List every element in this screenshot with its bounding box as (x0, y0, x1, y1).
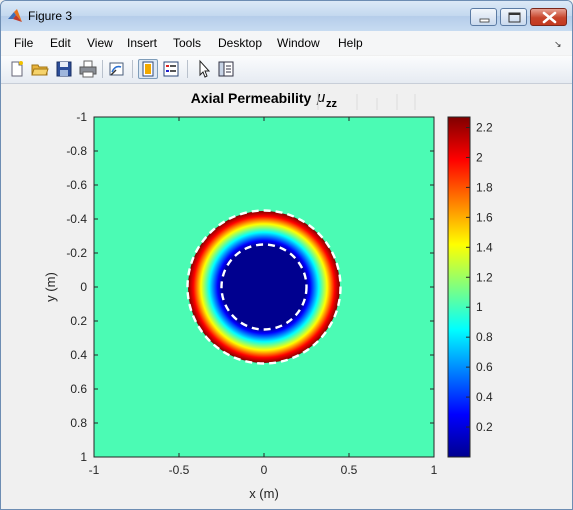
property-editor-button[interactable] (216, 59, 236, 79)
y-tick-label: 1 (80, 450, 87, 464)
print-icon (79, 60, 97, 78)
colorbar-tick-label: 1.6 (476, 210, 493, 224)
insert-colorbar-button[interactable] (138, 59, 158, 79)
colorbar-tick-label: 0.2 (476, 420, 493, 434)
colorbar-tick-label: 2.2 (476, 120, 493, 134)
minimize-button[interactable] (470, 8, 497, 26)
save-icon (56, 61, 72, 77)
y-tick-label: 0.8 (70, 416, 87, 430)
link-plot-button[interactable] (107, 59, 127, 79)
y-tick-label: 0.2 (70, 314, 87, 328)
colorbar-tick-label: 1 (476, 300, 483, 314)
y-tick-label: -0.4 (66, 212, 87, 226)
menu-window[interactable]: Window (277, 36, 320, 50)
property-editor-icon (218, 61, 234, 77)
insert-colorbar-icon (142, 61, 154, 77)
menu-insert[interactable]: Insert (127, 36, 158, 50)
dock-arrow-icon[interactable]: ↘ (554, 39, 562, 49)
y-tick-label: 0.4 (70, 348, 87, 362)
inner-core (222, 245, 306, 329)
title-artifacts (317, 92, 416, 110)
new-figure-icon (11, 61, 23, 77)
colorbar-tick-label: 2 (476, 150, 483, 164)
insert-legend-button[interactable] (161, 59, 181, 79)
open-file-icon (31, 64, 49, 76)
link-plot-icon (109, 62, 124, 76)
figure-toolbar (1, 56, 572, 84)
x-tick-label: -0.5 (169, 463, 190, 477)
plot-title: Axial Permeability (191, 90, 312, 106)
x-tick-label: 0 (261, 463, 268, 477)
x-tick-label: 0.5 (341, 463, 358, 477)
y-tick-label: 0.6 (70, 382, 87, 396)
colorbar-tick-label: 0.8 (476, 330, 493, 344)
save-button[interactable] (54, 59, 74, 79)
open-file-button[interactable] (30, 59, 50, 79)
maximize-button[interactable] (500, 8, 527, 26)
colorbar (447, 116, 471, 458)
figure-canvas: -1 -0.5 0 0.5 1 -1 -0.8 -0.6 -0.4 -0.2 0 0.2 0.4 0.6… (1, 84, 572, 509)
close-button[interactable] (530, 8, 567, 26)
print-button[interactable] (78, 59, 98, 79)
close-icon (542, 11, 557, 24)
colorbar-tick-label: 1.8 (476, 180, 493, 194)
y-tick-label: -0.8 (66, 144, 87, 158)
window-title: Figure 3 (28, 9, 73, 23)
y-tick-label: 0 (80, 280, 87, 294)
menu-bar: File Edit View Insert Tools Desktop Wind… (1, 31, 572, 55)
pointer-icon (199, 59, 211, 78)
menu-help[interactable]: Help (338, 36, 363, 50)
x-tick-label: 1 (431, 463, 438, 477)
outer-boundary (186, 209, 342, 365)
y-tick-label: -1 (76, 110, 87, 124)
y-axis-label: y (m) (43, 272, 58, 302)
plot-canvas: -1 -0.5 0 0.5 1 -1 -0.8 -0.6 -0.4 -0.2 0 0.2 0.4 0.6… (43, 89, 493, 501)
toolbar-separator (187, 60, 188, 78)
x-tick-label: -1 (89, 463, 100, 477)
edit-plot-button[interactable] (194, 59, 214, 79)
x-axis-label: x (m) (249, 486, 279, 501)
insert-legend-icon (163, 61, 179, 77)
colorbar-tick-label: 0.4 (476, 390, 493, 404)
colorbar-axis: 2.2 2 1.8 1.6 1.4 1.2 1 0.8 0.6 0.4 0.2 (466, 120, 493, 434)
menu-file[interactable]: File (14, 36, 34, 50)
menu-tools[interactable]: Tools (173, 36, 202, 50)
y-axis: -1 -0.8 -0.6 -0.4 -0.2 0 0.2 0.4 0.6 0.8 1 (66, 110, 434, 464)
title-subscript: zz (326, 98, 338, 110)
minimize-icon (479, 18, 490, 23)
menu-view[interactable]: View (87, 36, 113, 50)
x-axis: -1 -0.5 0 0.5 1 (89, 117, 438, 477)
maximize-icon (508, 12, 521, 23)
colorbar-tick-label: 1.2 (476, 270, 493, 284)
toolbar-separator (132, 60, 133, 78)
inner-boundary (220, 243, 308, 331)
y-tick-label: -0.2 (66, 246, 87, 260)
new-figure-button[interactable] (7, 59, 27, 79)
colorbar-tick-label: 0.6 (476, 360, 493, 374)
toolbar-separator (102, 60, 103, 78)
matlab-icon (8, 9, 22, 22)
menu-desktop[interactable]: Desktop (218, 36, 263, 50)
title-bar[interactable]: Figure 3 (1, 1, 572, 31)
colorbar-tick-label: 1.4 (476, 240, 493, 254)
heatmap-field (188, 211, 340, 363)
title-symbol: μ (316, 89, 325, 106)
y-tick-label: -0.6 (66, 178, 87, 192)
menu-edit[interactable]: Edit (50, 36, 71, 50)
